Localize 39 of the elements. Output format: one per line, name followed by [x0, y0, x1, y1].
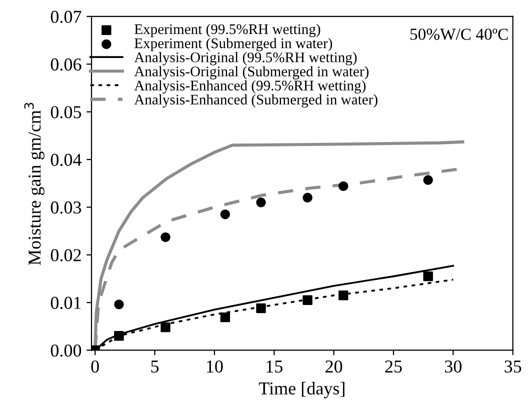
- x-tick-label: 10: [207, 360, 223, 373]
- y-tick-label: 0.04: [50, 154, 82, 166]
- point: [423, 175, 433, 185]
- y-tick-label: 0.07: [50, 10, 82, 23]
- y-axis-title: Moisture gain gm/cm$^{3}$: [24, 102, 44, 265]
- point: [256, 198, 266, 208]
- point: [220, 209, 230, 220]
- point: [114, 331, 124, 341]
- point: [338, 181, 348, 192]
- legend-label: Analysis-Enhanced (99.5%RH wetting): [134, 80, 366, 94]
- x-tick-label: 30: [445, 360, 462, 373]
- point: [160, 232, 170, 242]
- x-tick-label: 20: [326, 360, 342, 373]
- legend-label: Experiment (99.5%RH wetting): [134, 24, 320, 38]
- point: [256, 303, 266, 314]
- x-tick-label: 5: [151, 360, 159, 373]
- point: [423, 271, 433, 282]
- y-tick-label: 0.02: [50, 249, 81, 262]
- annotation: 50%W/C 40ºC: [410, 28, 508, 40]
- x-tick-label: 0: [91, 360, 99, 373]
- point: [302, 295, 312, 306]
- legend-label: Analysis-Original (Submerged in water): [134, 66, 369, 80]
- x-axis-title: Time [days]: [258, 382, 344, 398]
- point: [338, 290, 348, 300]
- x-tick-label: 25: [385, 360, 402, 373]
- y-tick-label: 0.01: [50, 296, 81, 310]
- y-tick-label: 0.00: [50, 344, 82, 357]
- point: [160, 322, 170, 332]
- y-tick-label: 0.05: [50, 106, 82, 118]
- y-tick-label: 0.03: [50, 201, 82, 214]
- legend-label: Analysis-Enhanced (Submerged in water): [134, 94, 378, 108]
- legend-label: Analysis-Original (99.5%RH wetting): [134, 52, 357, 66]
- y-tick-label: 0.06: [50, 58, 82, 71]
- legend-label: Experiment (Submerged in water): [134, 38, 332, 52]
- x-tick-label: 15: [266, 360, 282, 373]
- point: [114, 300, 124, 310]
- point: [220, 312, 230, 322]
- x-tick-label: 35: [504, 360, 522, 373]
- point: [302, 192, 312, 203]
